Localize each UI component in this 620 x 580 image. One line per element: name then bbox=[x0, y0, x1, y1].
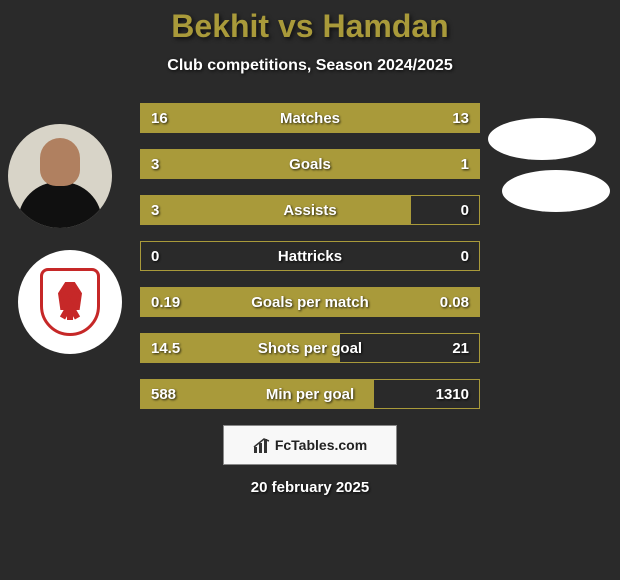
avatar-head bbox=[40, 138, 80, 186]
stat-value-right: 1310 bbox=[436, 380, 469, 410]
stat-label: Matches bbox=[141, 104, 479, 134]
stat-row-goals-per-match: 0.19 Goals per match 0.08 bbox=[140, 287, 480, 317]
stat-row-min-per-goal: 588 Min per goal 1310 bbox=[140, 379, 480, 409]
stat-row-shots-per-goal: 14.5 Shots per goal 21 bbox=[140, 333, 480, 363]
stat-label: Assists bbox=[141, 196, 479, 226]
stat-label: Goals per match bbox=[141, 288, 479, 318]
avatar-shoulders bbox=[18, 182, 102, 228]
stat-label: Shots per goal bbox=[141, 334, 479, 364]
player1-avatar bbox=[8, 124, 112, 228]
site-name: FcTables.com bbox=[275, 437, 367, 453]
season-subtitle: Club competitions, Season 2024/2025 bbox=[0, 57, 620, 75]
stat-label: Min per goal bbox=[141, 380, 479, 410]
player1-club-logo bbox=[18, 250, 122, 354]
player2-club-logo-placeholder bbox=[502, 170, 610, 212]
bar-chart-icon bbox=[253, 438, 271, 454]
stat-value-right: 1 bbox=[461, 150, 469, 180]
stat-rows: 16 Matches 13 3 Goals 1 3 Assists 0 0 Ha… bbox=[140, 103, 480, 409]
stat-value-right: 0 bbox=[461, 196, 469, 226]
stat-row-goals: 3 Goals 1 bbox=[140, 149, 480, 179]
stat-value-right: 13 bbox=[452, 104, 469, 134]
site-logo: FcTables.com bbox=[223, 425, 397, 465]
player2-avatar-placeholder bbox=[488, 118, 596, 160]
stat-value-right: 21 bbox=[452, 334, 469, 364]
stat-value-right: 0.08 bbox=[440, 288, 469, 318]
stat-row-assists: 3 Assists 0 bbox=[140, 195, 480, 225]
stat-row-hattricks: 0 Hattricks 0 bbox=[140, 241, 480, 271]
stat-label: Hattricks bbox=[141, 242, 479, 272]
stat-value-right: 0 bbox=[461, 242, 469, 272]
stat-row-matches: 16 Matches 13 bbox=[140, 103, 480, 133]
comparison-title: Bekhit vs Hamdan bbox=[0, 8, 620, 45]
stat-label: Goals bbox=[141, 150, 479, 180]
footer-date: 20 february 2025 bbox=[0, 479, 620, 496]
content-container: Bekhit vs Hamdan Club competitions, Seas… bbox=[0, 0, 620, 580]
